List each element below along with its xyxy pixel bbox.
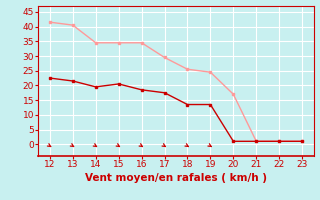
X-axis label: Vent moyen/en rafales ( km/h ): Vent moyen/en rafales ( km/h ) [85, 173, 267, 183]
